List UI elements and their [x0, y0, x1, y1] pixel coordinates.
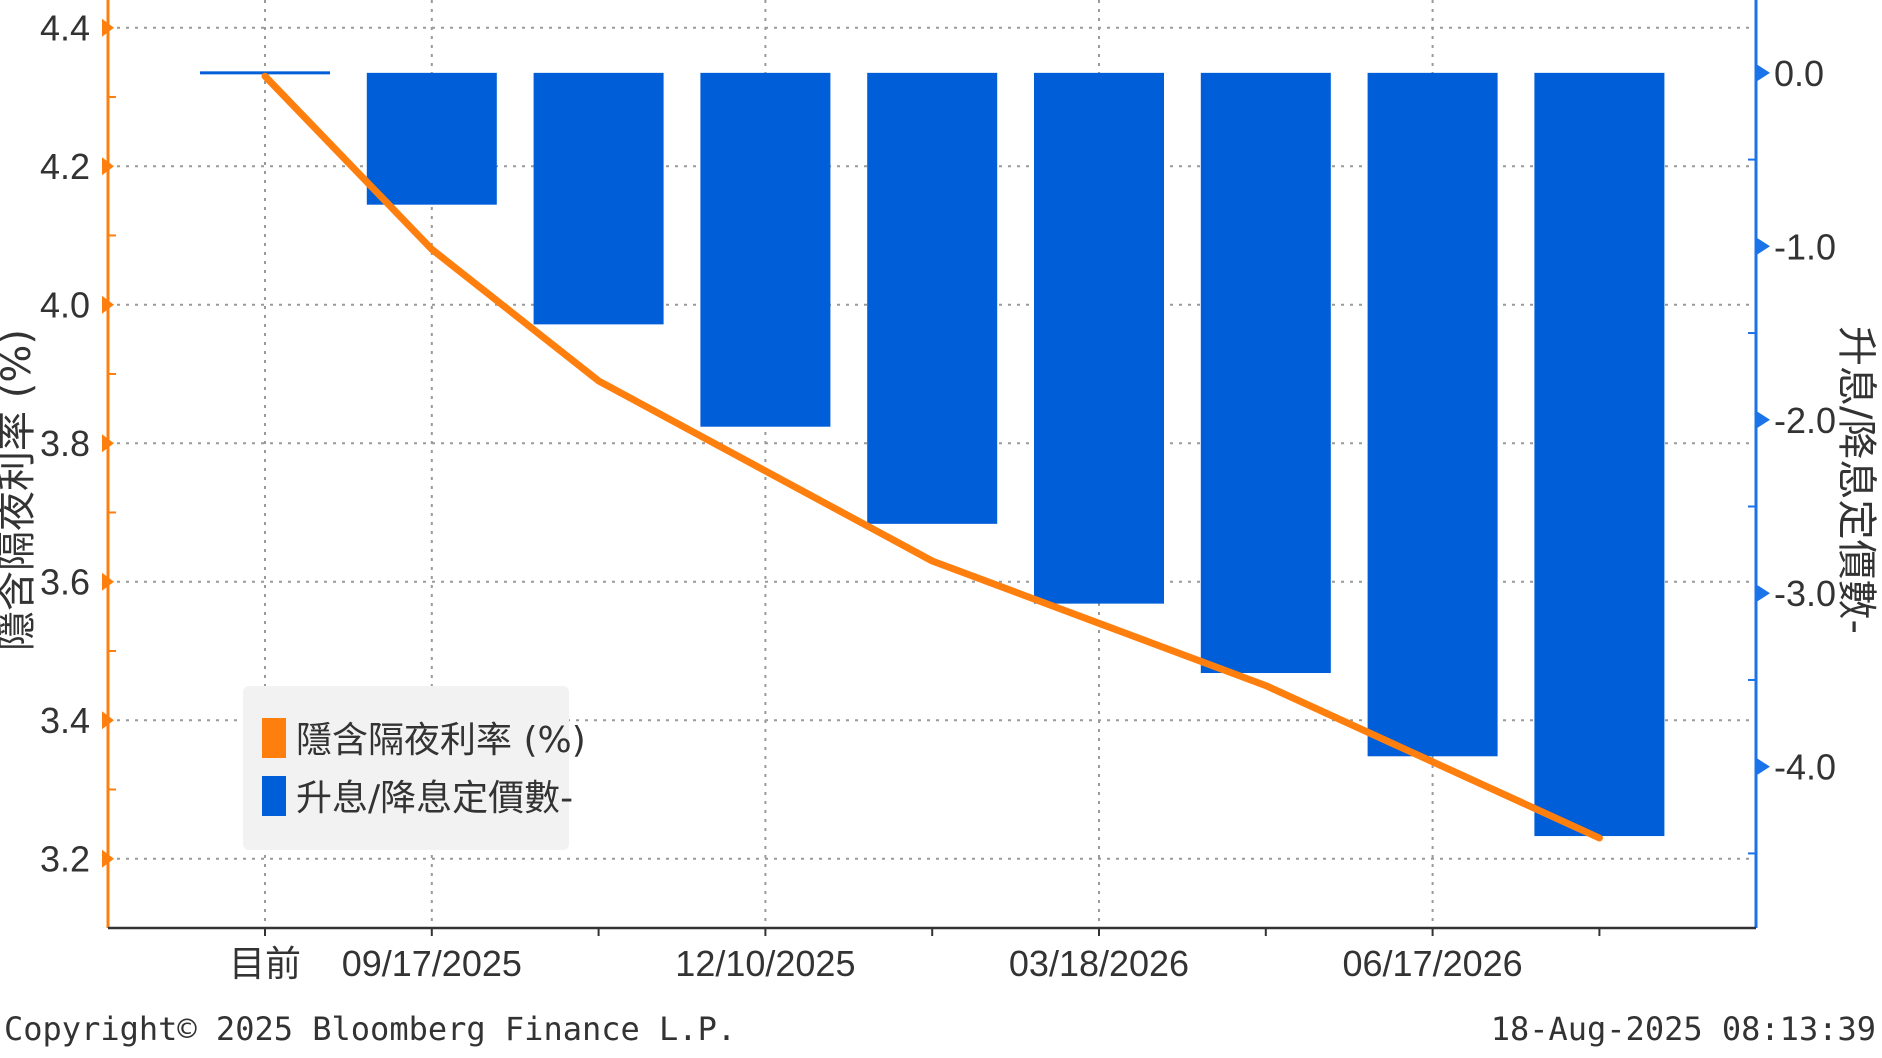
left-tick-label: 4.2	[40, 146, 90, 187]
right-tick-label: -3.0	[1774, 573, 1836, 614]
right-tick-mark	[1756, 63, 1770, 82]
left-tick-mark	[102, 572, 114, 591]
rate-move-bars	[200, 71, 1665, 837]
left-tick-mark	[102, 434, 114, 453]
legend-label-bar: 升息/降息定價數-	[296, 778, 573, 819]
right-axis-title: 升息/降息定價數-	[1833, 326, 1879, 634]
implied-rate-line	[261, 72, 1603, 842]
bar	[867, 72, 998, 524]
bar	[1200, 72, 1331, 674]
legend-box	[243, 686, 569, 850]
legend-label-line: 隱含隔夜利率 (%)	[296, 720, 586, 761]
bar	[1367, 72, 1498, 757]
right-tick-label: 0.0	[1774, 53, 1824, 94]
x-tick-label: 09/17/2025	[342, 943, 522, 984]
left-tick-mark	[102, 711, 114, 730]
right-tick-mark	[1756, 237, 1770, 256]
left-tick-label: 3.4	[40, 700, 90, 741]
legend-swatch-bar	[262, 776, 286, 816]
left-tick-label: 3.8	[40, 423, 90, 464]
x-tick-label: 03/18/2026	[1009, 943, 1189, 984]
legend-swatch-line	[262, 718, 286, 758]
bar	[533, 72, 664, 325]
right-tick-label: -2.0	[1774, 400, 1836, 441]
right-tick-mark	[1756, 410, 1770, 429]
left-tick-mark	[102, 18, 114, 37]
bar	[700, 72, 831, 427]
right-tick-label: -1.0	[1774, 226, 1836, 267]
right-tick-mark	[1756, 757, 1770, 776]
right-tick-mark	[1756, 584, 1770, 603]
axes: 4.4 4.2 4.0 3.8 3.6 3.4 3.2 0.0 -1.0 -2.0 -3.0 -4.0…	[40, 0, 1836, 984]
copyright-text: Copyright© 2025 Bloomberg Finance L.P.	[4, 1010, 736, 1048]
bar	[366, 72, 497, 205]
bar	[1034, 72, 1164, 604]
x-tick-label: 06/17/2026	[1343, 943, 1523, 984]
bar	[1534, 72, 1665, 837]
left-tick-label: 3.6	[40, 562, 90, 603]
left-tick-label: 4.4	[40, 8, 90, 49]
timestamp-text: 18-Aug-2025 08:13:39	[1491, 1010, 1876, 1048]
left-tick-mark	[102, 157, 114, 176]
right-tick-label: -4.0	[1774, 747, 1836, 788]
left-tick-mark	[102, 849, 114, 868]
x-tick-label: 12/10/2025	[675, 943, 855, 984]
x-tick-label: 目前	[229, 943, 301, 984]
left-tick-label: 4.0	[40, 285, 90, 326]
left-tick-label: 3.2	[40, 839, 90, 880]
left-tick-mark	[102, 295, 114, 314]
legend: 隱含隔夜利率 (%) 升息/降息定價數-	[243, 686, 586, 850]
left-axis-title: 隱含隔夜利率 (%)	[0, 329, 40, 651]
